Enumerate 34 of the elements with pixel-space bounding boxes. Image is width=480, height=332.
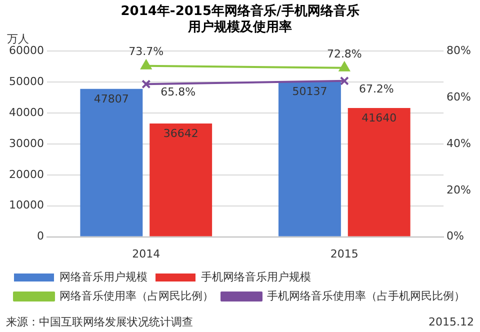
y-tick-label: 40000 xyxy=(8,106,44,119)
y2-tick-label: 80% xyxy=(446,44,472,58)
y-tick-label: 60000 xyxy=(8,44,44,58)
bar xyxy=(80,88,143,236)
legend-label: 网络音乐使用率（占网民比例） xyxy=(60,289,214,302)
y2-tick-label: 0% xyxy=(446,230,464,243)
data-label: 36642 xyxy=(163,126,198,140)
data-label: 47807 xyxy=(94,92,129,106)
y-tick-label: 20000 xyxy=(8,168,44,181)
x-tick-label: 2014 xyxy=(132,247,160,260)
data-label: 65.8% xyxy=(160,86,196,99)
text: 2015.12 xyxy=(428,315,474,328)
source-note: 来源：中国互联网络发展状况统计调查 xyxy=(6,315,193,328)
y2-tick-label: 60% xyxy=(446,90,472,104)
data-label: 72.8% xyxy=(326,47,362,60)
chart-title: 2014年-2015年网络音乐/手机网络音乐用户规模及使用率 xyxy=(120,3,360,35)
bar xyxy=(150,123,212,236)
data-label: 50137 xyxy=(292,85,328,98)
legend-label: 手机网络音乐使用率（占手机网民比例） xyxy=(267,289,465,302)
data-label: 41640 xyxy=(362,111,397,124)
y2-tick-label: 40% xyxy=(446,136,472,150)
bar xyxy=(348,108,410,236)
y-tick-label: 30000 xyxy=(8,136,44,150)
legend-label: 网络音乐用户规模 xyxy=(60,270,148,284)
y-tick-label: 50000 xyxy=(8,74,44,88)
y2-tick-label: 20% xyxy=(446,183,472,196)
legend-label: 手机网络音乐用户规模 xyxy=(201,270,311,284)
y-axis-title: 万人 xyxy=(7,32,29,46)
data-label: 67.2% xyxy=(358,82,394,96)
y-tick-label: 10000 xyxy=(8,198,44,212)
y-tick-label: 0 xyxy=(36,230,44,243)
bar xyxy=(278,82,341,236)
x-tick-label: 2015 xyxy=(330,247,358,260)
data-label: 73.7% xyxy=(128,45,164,58)
